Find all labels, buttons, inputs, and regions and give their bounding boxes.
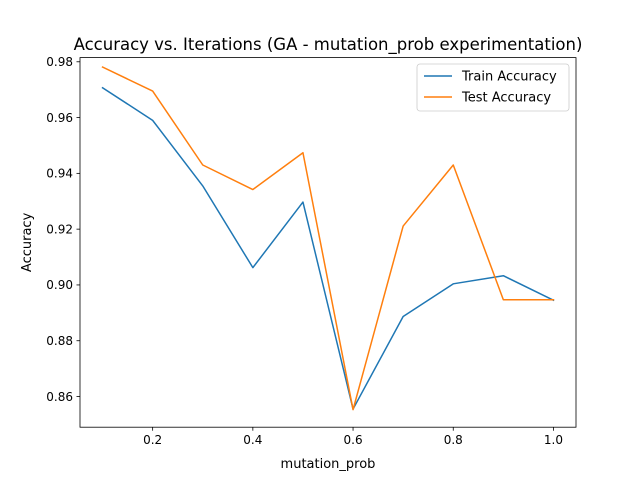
y-tick-label: 0.96: [46, 111, 73, 125]
plot-area: [101, 66, 555, 411]
plot-frame: [79, 57, 577, 428]
x-tick-label: 0.2: [143, 433, 162, 447]
legend-box: [416, 63, 570, 112]
series-line-1: [101, 66, 555, 411]
legend-label-train: Train Accuracy: [461, 70, 557, 85]
legend-label-test: Test Accuracy: [461, 91, 551, 106]
x-tick-label: 0.6: [344, 433, 363, 447]
chart-title: Accuracy vs. Iterations (GA - mutation_p…: [74, 35, 583, 55]
y-axis: 0.86 0.88 0.90 0.92 0.94 0.96 0.98: [46, 55, 80, 404]
y-tick-label: 0.88: [46, 334, 73, 348]
y-tick-label: 0.98: [46, 55, 73, 69]
y-tick-label: 0.90: [46, 278, 73, 292]
series-line-0: [101, 86, 555, 410]
y-tick-label: 0.86: [46, 390, 73, 404]
y-tick-label: 0.92: [46, 222, 73, 236]
x-tick-label: 1.0: [544, 433, 563, 447]
y-axis-label: Accuracy: [20, 212, 35, 272]
y-tick-label: 0.94: [46, 167, 73, 181]
x-axis: 0.2 0.4 0.6 0.8 1.0: [143, 427, 563, 447]
x-tick-label: 0.4: [243, 433, 262, 447]
legend: Train Accuracy Test Accuracy: [416, 63, 570, 112]
x-axis-label: mutation_prob: [281, 457, 376, 472]
x-tick-label: 0.8: [444, 433, 463, 447]
